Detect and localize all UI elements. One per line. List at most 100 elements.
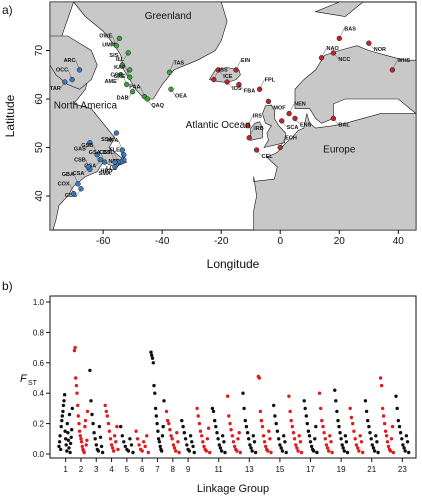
fst-point-lg11 xyxy=(218,446,223,450)
site-label-cel: CEL xyxy=(262,154,274,160)
fst-point-lg23 xyxy=(396,418,400,423)
fst-point-lg16 xyxy=(287,394,291,398)
fst-point-lg3 xyxy=(91,421,95,426)
fst-point-lg10 xyxy=(208,450,212,455)
map-x-tick-label: 40 xyxy=(393,236,405,247)
fst-point-lg16 xyxy=(294,443,298,447)
fst-point-lg5 xyxy=(119,424,123,429)
site-label-owe: OWE xyxy=(99,34,112,40)
fst-frame xyxy=(49,295,417,459)
map-x-tick-label: -20 xyxy=(214,236,229,247)
fst-point-lg22 xyxy=(382,421,387,426)
site-leader-line xyxy=(238,84,245,91)
fst-point-lg6 xyxy=(142,440,146,444)
fst-point-lg1 xyxy=(61,409,65,414)
fst-point-lg14 xyxy=(257,376,261,380)
fst-point-lg2 xyxy=(76,414,81,418)
site-label-mof: MOF xyxy=(273,105,286,111)
site-leader-line xyxy=(124,52,129,60)
site-leader-line xyxy=(128,91,133,98)
fst-x-tick-label: 5 xyxy=(125,465,130,474)
fst-point-lg10 xyxy=(205,437,210,441)
fst-point-lg15 xyxy=(274,421,278,426)
site-leader-line xyxy=(288,103,295,114)
fst-point-lg20 xyxy=(354,443,359,447)
fst-point-lg14 xyxy=(261,434,266,438)
fst-point-lg4 xyxy=(113,434,117,438)
site-label-sma: SMA xyxy=(99,171,111,177)
site-leader-line xyxy=(125,67,130,78)
fst-point-lg7 xyxy=(152,383,156,388)
fst-point-lg21 xyxy=(363,399,368,403)
site-leader-line xyxy=(67,69,73,80)
site-leader-line xyxy=(112,132,117,140)
fst-point-lg19 xyxy=(341,446,345,450)
fst-point-lg7 xyxy=(162,399,166,403)
fst-y-tick-label: 0.2 xyxy=(33,420,45,429)
fst-y-tick-label: 1.0 xyxy=(33,298,45,307)
fst-point-lg1 xyxy=(68,450,72,455)
fst-point-lg13 xyxy=(244,424,249,429)
site-label-gba: GBA xyxy=(62,172,74,178)
fst-point-lg15 xyxy=(272,403,276,408)
site-leader-line xyxy=(339,28,345,39)
fst-point-lg8 xyxy=(169,434,173,438)
fst-point-lg2 xyxy=(77,421,81,426)
fst-x-tick-label: 13 xyxy=(245,465,254,474)
site-label-oea: OEA xyxy=(175,93,187,99)
site-label-cox: COX xyxy=(58,182,70,188)
fst-point-lg11 xyxy=(211,409,216,414)
fst-point-lg14 xyxy=(267,429,271,433)
site-leader-line xyxy=(226,81,233,89)
fst-point-lg11 xyxy=(216,437,220,441)
fst-point-lg2 xyxy=(79,440,84,444)
fst-point-lg20 xyxy=(348,406,352,411)
britain-landmass xyxy=(262,104,286,148)
fst-point-lg1 xyxy=(70,406,75,411)
fst-point-lg3 xyxy=(96,449,101,453)
site-label-fba: FBA xyxy=(244,89,255,95)
fst-point-lg23 xyxy=(395,406,399,411)
fst-point-lg7 xyxy=(150,356,155,360)
fst-point-lg7 xyxy=(153,406,158,411)
fst-point-lg8 xyxy=(174,449,178,453)
map-x-axis-title: Longitude xyxy=(207,257,260,271)
site-label-fle: FLE xyxy=(109,148,120,154)
fst-point-lg5 xyxy=(128,437,132,441)
fst-point-lg9 xyxy=(181,424,185,429)
fst-point-lg6 xyxy=(146,450,150,455)
fst-point-lg9 xyxy=(185,443,189,447)
map-panel: UMMOWEILLSISGREKAPAMECORDABPAAQAQTASOEAA… xyxy=(34,1,417,247)
fst-point-lg2 xyxy=(76,403,80,408)
fst-point-lg19 xyxy=(333,388,337,392)
fst-point-lg23 xyxy=(405,440,410,444)
site-leader-line xyxy=(147,98,152,106)
fst-point-lg13 xyxy=(250,449,254,453)
site-leader-line xyxy=(113,152,119,163)
fst-point-lg23 xyxy=(403,449,407,453)
fst-point-lg18 xyxy=(327,449,331,453)
fst-point-lg6 xyxy=(135,437,140,441)
site-label-sis: SIS xyxy=(109,53,118,59)
map-y-tick-label: 60 xyxy=(34,93,45,105)
fst-point-lg21 xyxy=(364,409,369,414)
fst-point-lg22 xyxy=(378,376,383,380)
fst-point-lg18 xyxy=(322,431,326,435)
fst-point-lg21 xyxy=(368,431,372,435)
fst-point-lg3 xyxy=(97,424,102,429)
site-label-gbb: GBB xyxy=(65,193,77,199)
site-label-gsa: GSA xyxy=(89,150,101,156)
fst-x-tick-label: 4 xyxy=(109,465,114,474)
fst-point-lg12 xyxy=(227,414,231,418)
fst-point-lg1 xyxy=(60,414,64,418)
fst-point-lg14 xyxy=(258,409,263,414)
fst-point-lg6 xyxy=(145,434,149,438)
fst-point-lg18 xyxy=(324,443,329,447)
fst-point-lg13 xyxy=(248,443,252,447)
fst-point-lg7 xyxy=(157,440,162,444)
fst-point-lg23 xyxy=(402,446,406,450)
site-label-iss: ISS xyxy=(219,68,228,74)
fst-point-lg22 xyxy=(391,450,396,455)
fst-point-lg8 xyxy=(170,437,174,441)
fst-point-lg17 xyxy=(302,399,306,403)
